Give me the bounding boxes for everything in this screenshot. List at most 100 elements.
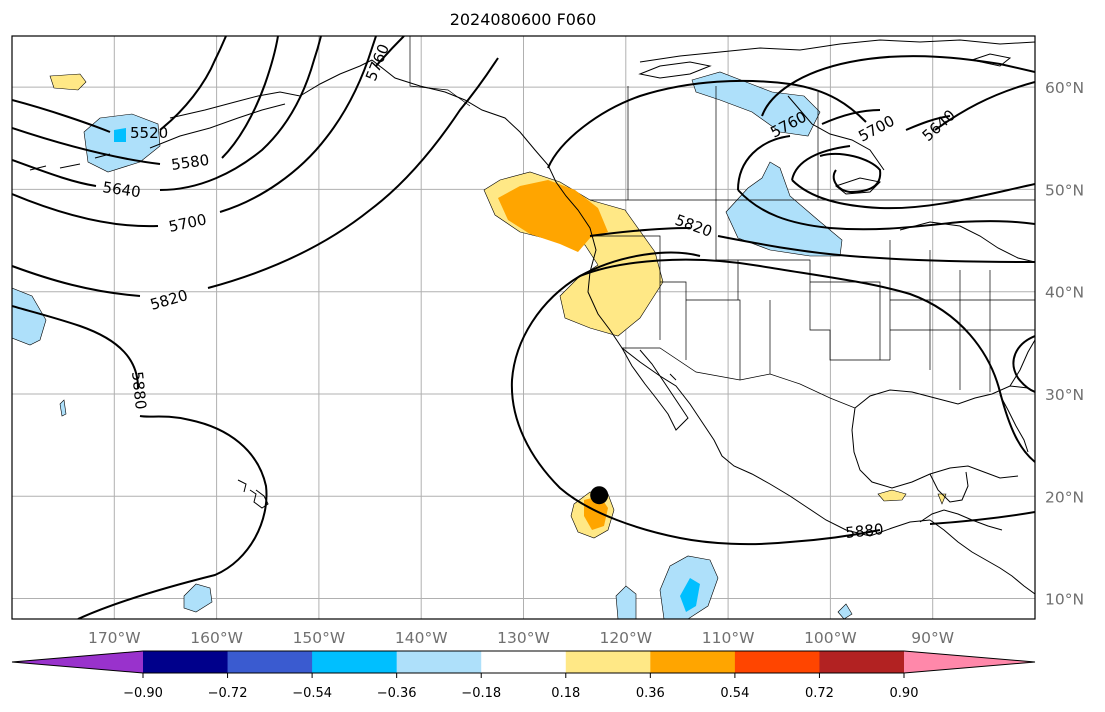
contour-5820-canada	[547, 55, 1035, 169]
colorbar-tick-label: −0.18	[461, 686, 501, 701]
coastline-alaska	[371, 59, 931, 537]
island-socorro	[669, 373, 677, 381]
lon-tick-label: 140°W	[395, 629, 448, 647]
lat-tick-label: 10°N	[1045, 591, 1084, 609]
coastline-gulf-of-mexico	[854, 385, 1035, 409]
anomaly-light-blue-small-1	[615, 585, 637, 619]
colorbar-tick-label: 0.36	[636, 686, 665, 701]
lon-tick-label: 100°W	[804, 629, 857, 647]
coastlines	[149, 39, 1035, 595]
contour-5640	[12, 36, 322, 191]
contour-5520	[12, 36, 227, 133]
contour-5760-us	[737, 189, 1035, 231]
lat-tick-label: 40°N	[1045, 284, 1084, 302]
contour-label-5880-west: 5880	[128, 371, 150, 411]
colorbar-swatch	[143, 651, 229, 673]
anomaly-light-blue-small-2	[183, 583, 213, 613]
contour-5880	[12, 305, 268, 619]
political-borders	[409, 36, 1035, 409]
colorbar-swatch	[312, 651, 398, 673]
contour-5820	[12, 57, 499, 297]
coastline-alaska-north	[169, 59, 373, 119]
longitude-labels: 170°W 160°W 150°W 140°W 130°W 120°W 110°W 100°W…	[88, 629, 954, 647]
anomaly-light-blue-west-edge	[12, 287, 47, 346]
height-contours	[12, 36, 1035, 619]
colorbar-tick-label: 0.54	[720, 686, 749, 701]
contour-5760	[375, 36, 405, 67]
contour-5700	[12, 36, 377, 228]
contour-5880-us	[579, 258, 1035, 463]
colorbar-swatch	[650, 651, 736, 673]
coastline-florida	[999, 394, 1029, 453]
anomaly-light-orange-aleutian	[49, 73, 87, 91]
contour-5640-loop	[819, 152, 882, 194]
anomaly-orange-pnw	[498, 180, 608, 252]
lon-tick-label: 130°W	[497, 629, 550, 647]
lon-tick-label: 170°W	[88, 629, 141, 647]
contour-label-5640-west: 5640	[101, 178, 141, 201]
lon-tick-label: 150°W	[293, 629, 346, 647]
coastline-us-east	[1009, 339, 1035, 387]
gridlines	[12, 36, 1035, 619]
colorbar-tick-label: −0.54	[292, 686, 332, 701]
anomaly-light-blue-small-4	[837, 603, 853, 619]
colorbar-tick-labels: −0.90 −0.72 −0.54 −0.36 −0.18 0.18 0.36 0.54 0.7…	[123, 686, 918, 701]
border-us-mexico	[622, 347, 856, 409]
colorbar-swatch	[396, 651, 482, 673]
contour-5820-us	[589, 227, 1035, 263]
lat-tick-label: 20°N	[1045, 488, 1084, 506]
border-alaska-canada	[409, 36, 471, 107]
contour-label-5520: 5520	[130, 124, 168, 142]
colorbar-swatch	[481, 651, 567, 673]
lon-tick-label: 90°W	[911, 629, 954, 647]
island-hawaii	[237, 479, 269, 509]
colorbar-tick-label: 0.72	[805, 686, 834, 701]
colorbar-tick-label: 0.18	[551, 686, 580, 701]
colorbar-swatch	[227, 651, 313, 673]
contour-5880-south	[929, 511, 1035, 525]
coastline-alaska-peninsula	[149, 103, 286, 149]
coastline-canada-north	[639, 39, 1035, 63]
latitude-labels: 10°N 20°N 30°N 40°N 50°N 60°N	[1045, 79, 1084, 608]
lat-tick-label: 30°N	[1045, 386, 1084, 404]
colorbar-tick-label: −0.72	[208, 686, 248, 701]
storm-position-marker	[590, 486, 609, 505]
colorbar-swatch	[819, 651, 905, 673]
lon-tick-label: 110°W	[702, 629, 755, 647]
contour-5760-canada	[737, 81, 1035, 191]
contour-label-5880-east: 5880	[845, 520, 885, 542]
lat-tick-label: 60°N	[1045, 79, 1084, 97]
island-arctic	[638, 53, 1012, 79]
coastline-central-america	[929, 519, 1035, 595]
coastline-baja	[621, 347, 689, 431]
contour-5700-canada	[791, 115, 951, 181]
lon-tick-label: 120°W	[599, 629, 652, 647]
coastline-hudson-loop	[834, 177, 882, 195]
coastline-central-america-north	[919, 509, 1003, 531]
shaded-anomalies	[12, 71, 947, 619]
border-us-states-central	[715, 200, 890, 374]
contour-5580	[12, 36, 279, 165]
contour-label-5580-west: 5580	[170, 151, 210, 174]
anomaly-blue-south	[680, 578, 700, 612]
coastline-yucatan	[929, 471, 969, 503]
colorbar	[11, 650, 1036, 678]
anomaly-orange-hawaii	[584, 496, 608, 530]
map-layers	[12, 36, 1035, 619]
islands	[29, 53, 1012, 509]
colorbar-tick-label: 0.90	[890, 686, 919, 701]
lat-tick-label: 50°N	[1045, 181, 1084, 199]
coastline-hudson-bay	[787, 95, 885, 171]
contour-5880-se	[1012, 335, 1035, 393]
anomaly-light-blue-plains	[725, 161, 843, 257]
coastline-gulf-west	[851, 407, 1019, 489]
anomaly-light-orange-gulf	[877, 489, 907, 502]
colorbar-swatch	[565, 651, 651, 673]
anomaly-light-blue-small-3	[59, 399, 67, 417]
contour-5700-us	[791, 179, 1035, 210]
anomaly-blue-aleutian	[114, 128, 126, 142]
border-canada-provinces	[627, 86, 819, 200]
border-us-states-west	[590, 235, 741, 380]
colorbar-tick-label: −0.36	[377, 686, 417, 701]
